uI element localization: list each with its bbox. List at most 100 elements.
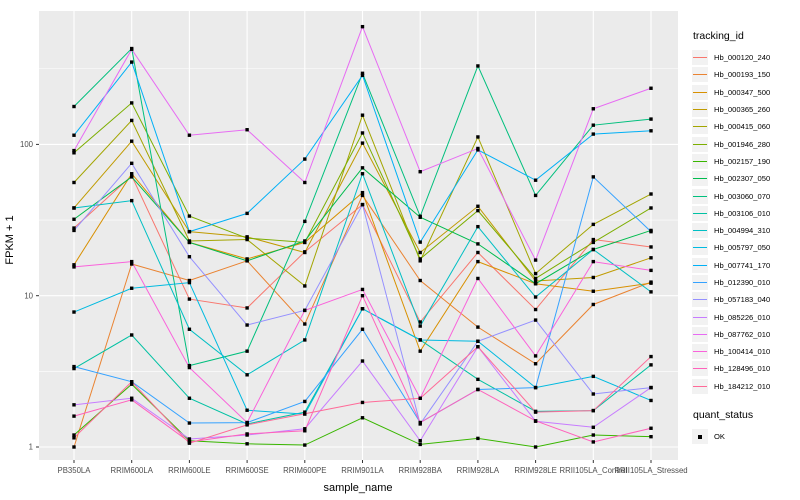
data-point [187, 327, 192, 331]
data-point [303, 308, 307, 313]
data-point [591, 247, 595, 252]
data-point [360, 307, 365, 311]
legend-key-icon [692, 136, 708, 152]
x-tick-label: PB350LA [58, 466, 92, 475]
data-point [533, 445, 538, 449]
data-point [360, 416, 365, 420]
data-point [360, 71, 365, 76]
data-point [476, 387, 480, 392]
legend-key-icon [692, 153, 708, 169]
data-point [591, 433, 595, 437]
quant-key-square-icon [692, 429, 708, 445]
data-point [591, 240, 595, 245]
data-point [533, 282, 538, 286]
legend-entry-label: Hb_000120_240 [714, 53, 771, 63]
data-point [245, 236, 249, 240]
legend-entry-Hb_004994_310: Hb_004994_310 [692, 222, 798, 239]
legend-entry-Hb_000415_060: Hb_000415_060 [692, 118, 798, 135]
data-point [187, 421, 192, 425]
data-point [418, 439, 422, 443]
data-point [533, 307, 538, 312]
legend-key-icon [692, 84, 708, 100]
data-point [303, 443, 307, 447]
data-point [303, 411, 307, 416]
legend-entry-Hb_000365_260: Hb_000365_260 [692, 101, 798, 118]
data-point [360, 400, 365, 405]
data-point [533, 295, 538, 299]
data-point [591, 175, 595, 179]
data-point [476, 146, 480, 151]
legend-key-icon [692, 361, 708, 377]
data-point [591, 408, 595, 413]
data-point [360, 131, 365, 135]
data-point [72, 366, 76, 371]
quant-status-block: quant_status OK [692, 409, 798, 445]
legend-key-icon [692, 257, 708, 273]
data-point [187, 133, 192, 137]
data-point [649, 229, 653, 234]
data-point [649, 129, 653, 133]
data-point [187, 214, 192, 218]
data-point [130, 380, 134, 384]
data-point [649, 290, 653, 294]
data-point [649, 256, 653, 260]
data-point [360, 190, 365, 195]
quant-entry-label: OK [714, 432, 725, 442]
data-point [476, 339, 480, 343]
data-point [360, 287, 365, 292]
data-point [476, 250, 480, 255]
legend-key-icon [692, 326, 708, 342]
data-point [591, 289, 595, 293]
data-point [245, 420, 249, 425]
data-point [187, 396, 192, 400]
data-point [418, 420, 422, 425]
legend-entry-label: Hb_000365_260 [714, 105, 771, 115]
x-tick-label: RRIM928LA [457, 466, 500, 475]
data-point [245, 257, 249, 261]
data-point [72, 263, 76, 267]
data-point [303, 338, 307, 342]
data-point [72, 104, 76, 109]
data-point [418, 214, 422, 218]
data-point [649, 434, 653, 439]
data-point [130, 333, 134, 337]
x-tick-label: RRIM928LE [514, 466, 556, 475]
data-point [303, 239, 307, 243]
data-point [72, 310, 76, 314]
data-point [187, 437, 192, 441]
data-point [187, 365, 192, 370]
x-tick-label: RRIM600LA [110, 466, 153, 475]
legend-entry-Hb_085226_010: Hb_085226_010 [692, 308, 798, 325]
data-point [476, 208, 480, 213]
data-point [187, 278, 192, 283]
legend-key-icon [692, 67, 708, 83]
data-point [130, 172, 134, 176]
data-point [303, 180, 307, 185]
data-point [476, 436, 480, 441]
data-point [476, 242, 480, 246]
data-point [418, 250, 422, 255]
data-point [418, 324, 422, 328]
data-point [360, 166, 365, 170]
data-point [72, 414, 76, 418]
data-point [591, 259, 595, 264]
legend-key-icon [692, 171, 708, 187]
quant-entries: OK [692, 428, 798, 445]
legend-entry-label: Hb_087762_010 [714, 329, 771, 339]
data-point [130, 382, 134, 386]
data-point [72, 133, 76, 137]
data-point [360, 172, 365, 176]
data-point [303, 427, 307, 431]
legend-entry-Hb_000193_150: Hb_000193_150 [692, 66, 798, 83]
data-point [245, 211, 249, 216]
data-point [533, 193, 538, 198]
data-point [187, 229, 192, 234]
legend-key-icon [692, 223, 708, 239]
data-point [130, 101, 134, 105]
legend-entry-label: Hb_000347_500 [714, 87, 771, 97]
data-point [303, 250, 307, 255]
data-point [476, 377, 480, 382]
data-point [591, 222, 595, 227]
data-point [649, 268, 653, 273]
data-point [245, 128, 249, 132]
